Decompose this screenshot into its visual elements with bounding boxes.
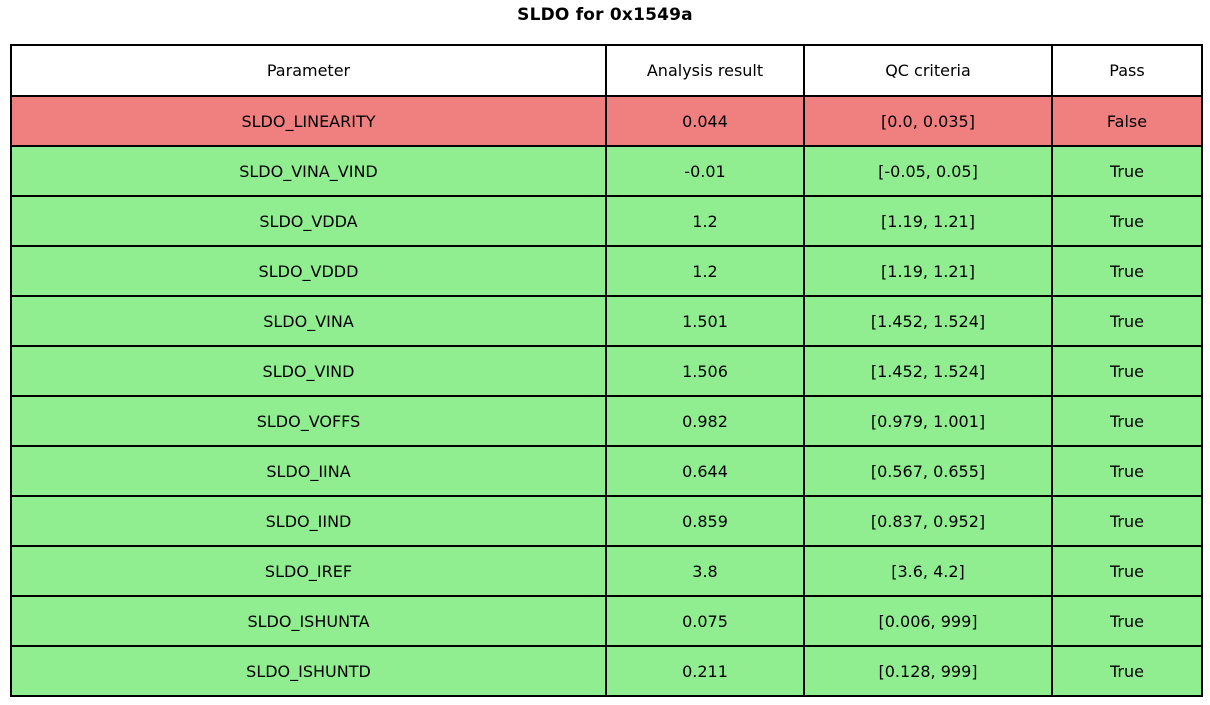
cell-result: 0.044 <box>605 95 805 147</box>
table-row: SLDO_VDDD 1.2 [1.19, 1.21] True <box>10 245 1203 297</box>
cell-pass: True <box>1051 395 1203 447</box>
table-row: SLDO_VIND 1.506 [1.452, 1.524] True <box>10 345 1203 397</box>
cell-parameter: SLDO_IINA <box>10 445 607 497</box>
cell-criteria: [0.0, 0.035] <box>803 95 1053 147</box>
table-row: SLDO_IREF 3.8 [3.6, 4.2] True <box>10 545 1203 597</box>
cell-criteria: [0.837, 0.952] <box>803 495 1053 547</box>
column-header-analysis-result: Analysis result <box>605 44 805 97</box>
table-row: SLDO_VOFFS 0.982 [0.979, 1.001] True <box>10 395 1203 447</box>
cell-result: -0.01 <box>605 145 805 197</box>
page-title: SLDO for 0x1549a <box>517 5 693 25</box>
table-row: SLDO_VDDA 1.2 [1.19, 1.21] True <box>10 195 1203 247</box>
cell-pass: True <box>1051 245 1203 297</box>
cell-pass: True <box>1051 495 1203 547</box>
cell-parameter: SLDO_IIND <box>10 495 607 547</box>
cell-parameter: SLDO_VDDA <box>10 195 607 247</box>
cell-pass: False <box>1051 95 1203 147</box>
cell-parameter: SLDO_ISHUNTA <box>10 595 607 647</box>
cell-result: 0.644 <box>605 445 805 497</box>
cell-result: 3.8 <box>605 545 805 597</box>
cell-criteria: [1.19, 1.21] <box>803 195 1053 247</box>
cell-criteria: [3.6, 4.2] <box>803 545 1053 597</box>
cell-parameter: SLDO_VINA_VIND <box>10 145 607 197</box>
table-row: SLDO_LINEARITY 0.044 [0.0, 0.035] False <box>10 95 1203 147</box>
cell-result: 1.2 <box>605 195 805 247</box>
cell-pass: True <box>1051 595 1203 647</box>
cell-pass: True <box>1051 195 1203 247</box>
cell-pass: True <box>1051 145 1203 197</box>
table-row: SLDO_ISHUNTD 0.211 [0.128, 999] True <box>10 645 1203 697</box>
cell-result: 1.506 <box>605 345 805 397</box>
column-header-parameter: Parameter <box>10 44 607 97</box>
cell-parameter: SLDO_VOFFS <box>10 395 607 447</box>
cell-parameter: SLDO_LINEARITY <box>10 95 607 147</box>
column-header-qc-criteria: QC criteria <box>803 44 1053 97</box>
table-row: SLDO_VINA 1.501 [1.452, 1.524] True <box>10 295 1203 347</box>
column-header-pass: Pass <box>1051 44 1203 97</box>
cell-pass: True <box>1051 295 1203 347</box>
table-body: SLDO_LINEARITY 0.044 [0.0, 0.035] False SLDO… <box>10 95 1203 697</box>
cell-criteria: [1.19, 1.21] <box>803 245 1053 297</box>
cell-result: 1.501 <box>605 295 805 347</box>
cell-parameter: SLDO_VIND <box>10 345 607 397</box>
cell-pass: True <box>1051 545 1203 597</box>
cell-parameter: SLDO_ISHUNTD <box>10 645 607 697</box>
cell-criteria: [0.567, 0.655] <box>803 445 1053 497</box>
cell-criteria: [1.452, 1.524] <box>803 345 1053 397</box>
cell-criteria: [1.452, 1.524] <box>803 295 1053 347</box>
cell-result: 0.859 <box>605 495 805 547</box>
table-row: SLDO_IINA 0.644 [0.567, 0.655] True <box>10 445 1203 497</box>
table-row: SLDO_VINA_VIND -0.01 [-0.05, 0.05] True <box>10 145 1203 197</box>
cell-criteria: [-0.05, 0.05] <box>803 145 1053 197</box>
cell-result: 0.075 <box>605 595 805 647</box>
cell-criteria: [0.128, 999] <box>803 645 1053 697</box>
cell-criteria: [0.979, 1.001] <box>803 395 1053 447</box>
cell-pass: True <box>1051 445 1203 497</box>
cell-criteria: [0.006, 999] <box>803 595 1053 647</box>
table-row: SLDO_IIND 0.859 [0.837, 0.952] True <box>10 495 1203 547</box>
header-row: Parameter Analysis result QC criteria Pass <box>10 44 1203 97</box>
cell-pass: True <box>1051 345 1203 397</box>
cell-result: 1.2 <box>605 245 805 297</box>
cell-parameter: SLDO_VDDD <box>10 245 607 297</box>
table-row: SLDO_ISHUNTA 0.075 [0.006, 999] True <box>10 595 1203 647</box>
cell-result: 0.211 <box>605 645 805 697</box>
cell-parameter: SLDO_VINA <box>10 295 607 347</box>
cell-parameter: SLDO_IREF <box>10 545 607 597</box>
cell-result: 0.982 <box>605 395 805 447</box>
qc-results-table: Parameter Analysis result QC criteria Pass … <box>10 44 1203 697</box>
cell-pass: True <box>1051 645 1203 697</box>
